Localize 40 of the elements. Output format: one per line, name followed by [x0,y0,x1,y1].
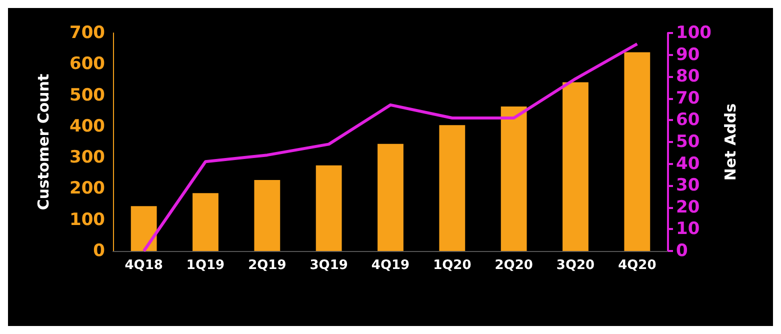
y-tick-label: 100 [70,210,106,230]
y-tick-label: 400 [70,116,106,136]
x-tick-label: 1Q20 [433,258,472,273]
bar [500,106,527,251]
y2-tick-label: 100 [676,23,712,43]
bar [254,180,280,251]
bar [316,165,342,251]
bar [624,52,650,251]
y2-tick-label: 70 [676,88,700,108]
bar [439,125,466,251]
y-tick-label: 700 [70,23,106,43]
x-tick-label: 4Q18 [124,258,163,273]
y-axis-title: Customer Count [34,74,52,210]
y2-tick-label: 60 [676,110,700,130]
y2-tick-label: 30 [676,176,700,196]
y-tick-label: 300 [70,148,106,168]
x-tick-label: 4Q20 [618,258,656,273]
y2-tick-label: 90 [676,44,700,65]
bar [130,206,157,251]
y2-tick-label: 80 [676,66,700,87]
x-tick-label: 2Q20 [494,258,533,273]
x-tick-label: 4Q19 [371,258,410,273]
x-tick-label: 3Q20 [556,258,595,273]
y-tick-label: 200 [70,178,106,199]
bar [192,193,218,251]
x-tick-label: 2Q19 [248,258,286,273]
bar [562,82,588,251]
y-tick-label: 0 [93,241,106,261]
y2-tick-label: 20 [676,197,700,218]
y2-tick-label: 0 [676,241,688,261]
y2-tick-label: 40 [676,154,700,174]
y-tick-label: 600 [70,54,106,74]
y2-axis-title: Net Adds [722,103,740,181]
x-tick-label: 3Q19 [310,258,348,273]
y2-tick-label: 10 [676,219,700,240]
line-series [142,42,639,252]
y-tick-label: 500 [70,85,106,106]
bar [378,144,404,251]
x-tick-label: 1Q19 [186,258,225,273]
y2-tick-label: 50 [676,132,700,152]
